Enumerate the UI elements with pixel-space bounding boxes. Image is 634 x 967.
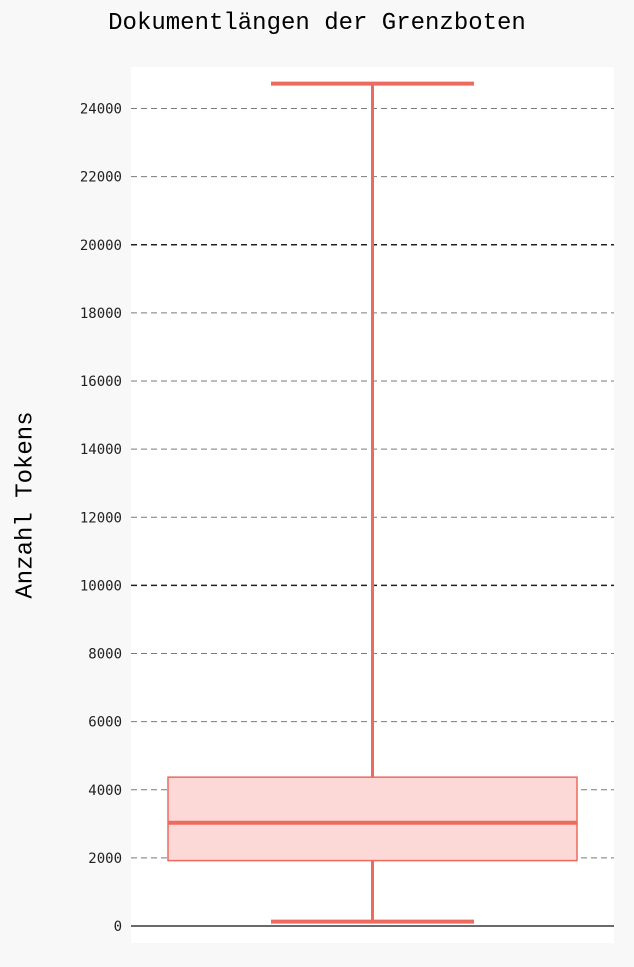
y-tick-label-0: 0 bbox=[114, 919, 122, 935]
y-tick-label-18000: 18000 bbox=[80, 306, 122, 322]
iqr-box bbox=[167, 776, 578, 862]
y-tick-label-6000: 6000 bbox=[88, 715, 122, 731]
y-tick-label-8000: 8000 bbox=[88, 647, 122, 663]
y-tick-label-2000: 2000 bbox=[88, 851, 122, 867]
y-tick-labels: 0 2000 4000 6000 8000 10000 12000 14000 16000 180… bbox=[80, 102, 122, 936]
y-tick-label-20000: 20000 bbox=[80, 238, 122, 254]
y-tick-label-10000: 10000 bbox=[80, 578, 122, 594]
y-tick-label-12000: 12000 bbox=[80, 510, 122, 526]
y-tick-label-4000: 4000 bbox=[88, 783, 122, 799]
y-tick-label-16000: 16000 bbox=[80, 374, 122, 390]
chart-title: Dokumentlängen der Grenzboten bbox=[108, 10, 526, 37]
y-tick-label-24000: 24000 bbox=[80, 102, 122, 118]
boxplot-group bbox=[167, 81, 578, 924]
y-tick-label-14000: 14000 bbox=[80, 442, 122, 458]
y-tick-label-22000: 22000 bbox=[80, 170, 122, 186]
